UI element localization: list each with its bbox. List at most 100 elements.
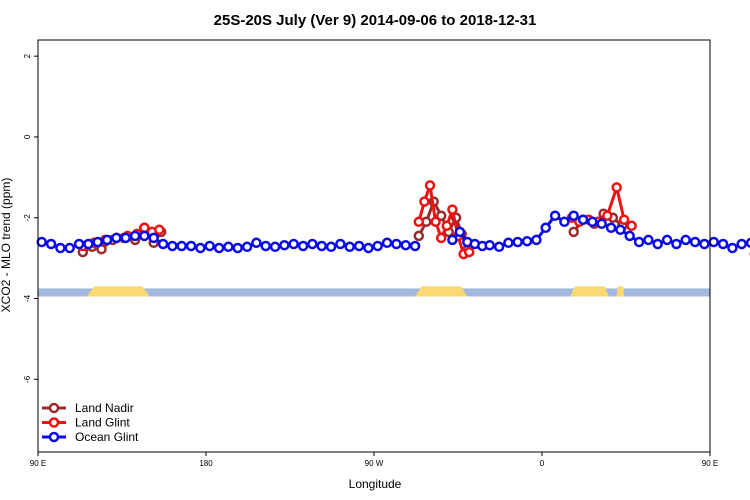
land-segment-0	[86, 286, 150, 297]
x-tick-label-1: 180	[199, 459, 213, 468]
data-point-2-0-12	[148, 232, 159, 244]
data-point-1-2-4	[602, 210, 613, 221]
axes: 90 E 180 90 W 0 90 E 2 0 -2 -4 -6	[23, 53, 718, 468]
data-point-2-0-29	[307, 238, 318, 250]
data-point-2-0-7	[101, 234, 113, 246]
x-tick-label-2: 90 W	[365, 459, 384, 468]
data-point-1-1-1	[419, 196, 430, 207]
ocean-band	[38, 288, 710, 297]
data-point-2-0-3	[64, 242, 75, 254]
legend-label-0: Land Nadir	[75, 401, 134, 415]
data-point-2-1-23	[652, 238, 663, 250]
data-point-2-1-10	[531, 234, 542, 246]
data-point-1-1-9	[463, 246, 475, 258]
plot-frame	[37, 39, 711, 453]
data-point-2-0-35	[363, 242, 374, 254]
data-point-2-0-32	[335, 238, 346, 250]
data-point-2-1-7	[503, 237, 514, 249]
series-ocean-glint	[36, 210, 750, 254]
data-point-2-0-19	[213, 242, 225, 254]
data-point-1-1-0	[413, 216, 425, 228]
data-point-2-1-22	[643, 234, 654, 246]
data-point-2-0-39	[400, 239, 411, 251]
data-point-1-1-5	[441, 220, 453, 232]
data-point-0-2-0	[568, 226, 579, 238]
data-point-2-1-28	[699, 238, 710, 250]
data-point-1-1-4	[435, 232, 447, 244]
data-point-2-0-33	[344, 241, 355, 253]
data-point-2-1-5	[484, 239, 495, 251]
data-point-2-0-38	[391, 238, 402, 250]
x-tick-label-3: 0	[540, 459, 545, 468]
legend-label-1: Land Glint	[75, 416, 130, 430]
y-tick-label-1: 0	[23, 134, 32, 139]
data-point-2-0-6	[92, 236, 103, 248]
data-point-2-0-20	[223, 241, 234, 253]
chart-title: 25S-20S July (Ver 9) 2014-09-06 to 2018-…	[214, 12, 537, 29]
data-point-2-0-18	[204, 240, 215, 252]
data-point-0-1-0	[413, 230, 425, 242]
data-point-2-0-23	[251, 237, 262, 249]
data-point-1-2-5	[611, 182, 622, 193]
data-point-2-1-9	[521, 235, 533, 247]
land-ocean-band	[38, 286, 710, 297]
data-point-2-1-32	[736, 238, 747, 250]
data-point-2-0-26	[279, 239, 290, 251]
data-point-2-0-1	[45, 238, 57, 250]
data-point-2-0-27	[288, 238, 299, 250]
land-segment-3	[616, 286, 625, 297]
data-point-1-1-2	[424, 180, 436, 191]
data-point-2-0-31	[325, 241, 337, 253]
data-point-2-0-4	[73, 238, 85, 250]
legend-marker-1	[48, 417, 60, 428]
data-point-2-1-25	[671, 238, 682, 250]
data-point-2-1-19	[615, 224, 626, 236]
data-point-2-1-1	[454, 226, 466, 238]
data-point-2-1-24	[661, 234, 673, 246]
data-point-2-0-0	[36, 236, 47, 248]
series-layer	[36, 180, 750, 260]
data-point-2-1-11	[540, 222, 551, 234]
data-point-2-1-20	[624, 230, 635, 242]
data-point-2-0-16	[185, 240, 197, 252]
data-point-2-0-8	[111, 232, 122, 244]
data-point-1-1-3	[430, 216, 441, 228]
data-point-2-1-12	[549, 210, 561, 221]
legend-label-2: Ocean Glint	[75, 430, 139, 444]
data-point-2-0-2	[55, 242, 66, 254]
series-line-1-1	[417, 184, 470, 257]
data-point-2-1-18	[605, 222, 617, 234]
data-point-2-0-30	[316, 240, 327, 252]
data-point-2-0-37	[381, 237, 393, 249]
y-tick-label-3: -4	[23, 294, 32, 302]
data-point-2-0-14	[167, 240, 178, 252]
data-point-2-0-25	[269, 241, 281, 253]
data-point-2-1-33	[745, 237, 750, 248]
data-point-2-0-24	[260, 240, 271, 252]
data-point-1-2-7	[626, 220, 637, 232]
x-axis-label: Longitude	[349, 477, 402, 491]
y-tick-label-4: -6	[23, 375, 32, 383]
data-point-2-1-27	[689, 236, 701, 248]
data-point-2-0-34	[353, 240, 365, 252]
data-point-2-0-21	[232, 242, 243, 254]
data-point-1-1-6	[447, 204, 458, 215]
data-point-2-1-0	[447, 234, 458, 246]
legend-marker-0	[48, 402, 60, 414]
data-point-2-1-21	[633, 236, 645, 248]
data-point-2-1-6	[493, 241, 505, 253]
data-point-2-1-14	[568, 210, 579, 221]
data-point-2-0-22	[241, 241, 253, 253]
data-point-2-0-17	[195, 242, 206, 254]
data-point-2-0-9	[120, 232, 131, 244]
data-point-2-0-10	[129, 230, 141, 242]
data-point-2-1-15	[577, 214, 589, 225]
data-point-2-1-17	[596, 218, 607, 230]
data-point-2-0-13	[157, 238, 169, 250]
land-segment-1	[415, 286, 468, 297]
data-point-2-1-31	[727, 242, 738, 254]
x-tick-label-0: 90 E	[30, 459, 46, 468]
data-point-2-0-11	[139, 230, 150, 242]
